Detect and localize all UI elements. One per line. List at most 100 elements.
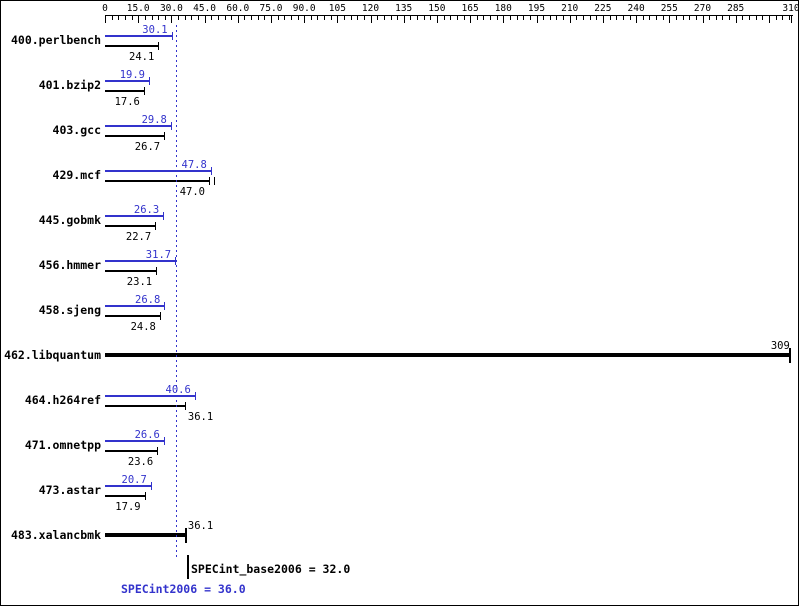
axis-major-tick	[536, 15, 538, 23]
axis-minor-tick	[510, 15, 511, 20]
axis-major-tick	[768, 15, 770, 23]
axis-tick-label: 90.0	[292, 3, 316, 14]
axis-major-tick	[669, 15, 671, 23]
base-end-cap	[184, 402, 186, 410]
bar-end-cap	[184, 528, 187, 543]
base-value-label: 22.7	[125, 231, 152, 243]
axis-minor-tick	[675, 15, 677, 20]
axis-minor-tick	[197, 15, 199, 20]
peak-value-label: 31.7	[145, 249, 172, 261]
axis-major-tick	[271, 15, 272, 23]
base-bar	[105, 45, 159, 47]
axis-minor-tick	[357, 15, 359, 20]
peak-bar	[105, 440, 164, 442]
base-bar	[105, 225, 156, 227]
base-end-cap-2	[214, 177, 215, 185]
peak-bar	[105, 485, 151, 487]
axis-minor-tick	[775, 15, 777, 20]
peak-value-label: 26.3	[133, 204, 160, 216]
base-end-cap	[143, 87, 145, 95]
peak-bar	[105, 80, 149, 82]
base-value-label: 23.6	[127, 456, 154, 468]
base-bar	[105, 90, 144, 92]
base-end-cap	[155, 222, 157, 230]
axis-minor-tick	[762, 15, 764, 20]
axis-tick-label: 120	[361, 3, 380, 14]
base-mean-solid-tick	[187, 555, 189, 579]
axis-minor-tick	[456, 15, 458, 20]
axis-major-tick	[237, 15, 239, 23]
axis-minor-tick	[151, 15, 153, 20]
axis-minor-tick	[729, 15, 730, 20]
axis-minor-tick	[742, 15, 744, 20]
axis-minor-tick	[782, 15, 784, 20]
axis-minor-tick	[583, 15, 584, 20]
single-value-label: 309	[770, 340, 790, 352]
axis-minor-tick	[556, 15, 558, 20]
base-value-label: 24.1	[129, 51, 155, 63]
peak-value-label: 19.9	[119, 69, 145, 81]
axis-tick-label: 225	[594, 3, 612, 14]
base-end-cap	[157, 447, 159, 455]
base-end-cap	[209, 177, 210, 185]
axis-minor-tick	[277, 15, 279, 20]
peak-bar	[105, 260, 176, 262]
bar-end-cap	[788, 348, 791, 363]
axis-major-tick	[636, 15, 638, 23]
axis-major-tick	[105, 15, 106, 23]
axis-minor-tick	[490, 15, 491, 20]
axis-minor-tick	[496, 15, 498, 20]
axis-tick-label: 165	[461, 3, 479, 14]
base-bar	[105, 135, 165, 137]
axis-tick-label: 30.0	[159, 3, 183, 14]
axis-minor-tick	[231, 15, 233, 20]
axis-tick-label: 45.0	[193, 3, 217, 14]
axis-minor-tick	[656, 15, 657, 20]
axis-tick-label: 285	[727, 3, 745, 14]
axis-tick-label: 60.0	[226, 3, 250, 14]
axis-tick-label: 135	[395, 3, 413, 14]
axis-major-tick	[503, 15, 505, 23]
axis-major-tick	[204, 15, 206, 23]
benchmark-label: 473.astar	[38, 483, 101, 497]
base-end-cap	[164, 132, 166, 140]
benchmark-label: 400.perlbench	[10, 33, 101, 47]
peak-end-cap	[150, 482, 152, 490]
axis-minor-tick	[184, 15, 186, 20]
peak-bar	[105, 125, 171, 127]
peak-bar	[105, 395, 195, 397]
axis-minor-tick	[290, 15, 292, 20]
base-mean-label: SPECint_base2006 = 32.0	[191, 562, 351, 576]
axis-minor-tick	[244, 15, 246, 20]
axis-tick-label: 15.0	[126, 3, 150, 14]
benchmark-label: 401.bzip2	[38, 78, 101, 92]
axis-minor-tick	[324, 15, 326, 20]
axis-minor-tick	[164, 15, 166, 20]
axis-minor-tick	[450, 15, 452, 20]
axis-minor-tick	[662, 15, 664, 20]
base-value-label: 26.7	[134, 141, 161, 153]
peak-bar	[105, 35, 172, 37]
axis-tick-label: 310	[782, 3, 799, 14]
axis-minor-tick	[297, 15, 299, 20]
axis-major-tick	[138, 15, 140, 23]
peak-end-cap	[170, 122, 172, 130]
axis-tick-label: 105	[328, 3, 346, 14]
base-mean-dotted-line	[175, 25, 177, 559]
peak-value-label: 29.8	[141, 114, 167, 126]
axis-minor-tick	[330, 15, 332, 20]
base-end-cap	[159, 312, 161, 320]
axis-minor-tick	[649, 15, 651, 20]
base-end-cap	[144, 492, 146, 500]
peak-end-cap	[194, 392, 196, 400]
axis-major-tick	[370, 15, 372, 23]
axis-tick-label: 255	[660, 3, 678, 14]
benchmark-label: 471.omnetpp	[24, 438, 101, 452]
axis-minor-tick	[543, 15, 545, 20]
axis-minor-tick	[616, 15, 618, 20]
axis-tick-label: 180	[494, 3, 512, 14]
peak-value-label: 26.6	[134, 429, 160, 441]
axis-minor-tick	[642, 15, 644, 20]
axis-minor-tick	[264, 15, 266, 20]
axis-minor-tick	[410, 15, 412, 20]
